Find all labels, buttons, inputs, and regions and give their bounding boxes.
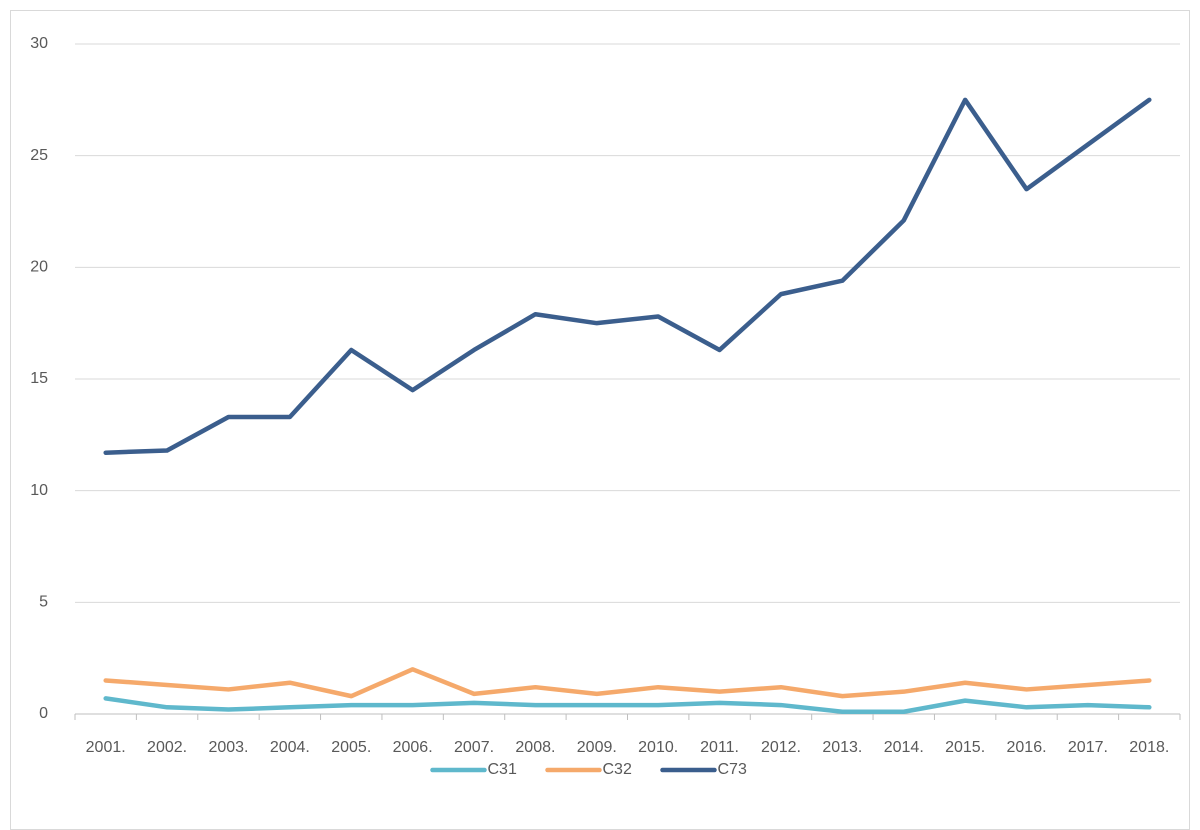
x-tick-label: 2012. (761, 739, 801, 756)
x-tick-label: 2014. (884, 739, 924, 756)
series-line (103, 97, 1152, 455)
y-tick-label: 0 (39, 705, 48, 722)
y-tick-label: 30 (30, 35, 48, 52)
series-line (103, 667, 1152, 699)
x-tick-label: 2009. (577, 739, 617, 756)
legend-label: C32 (603, 761, 632, 778)
x-tick-label: 2008. (515, 739, 555, 756)
x-tick-label: 2005. (331, 739, 371, 756)
series-line (103, 696, 1152, 715)
x-tick-label: 2001. (86, 739, 126, 756)
x-tick-label: 2003. (208, 739, 248, 756)
y-tick-label: 25 (30, 147, 48, 164)
legend-label: C73 (718, 761, 747, 778)
x-tick-label: 2007. (454, 739, 494, 756)
x-tick-label: 2006. (393, 739, 433, 756)
x-tick-label: 2016. (1007, 739, 1047, 756)
legend-label: C31 (488, 761, 517, 778)
y-tick-label: 10 (30, 482, 48, 499)
x-tick-label: 2002. (147, 739, 187, 756)
y-tick-label: 5 (39, 594, 48, 611)
x-tick-label: 2013. (822, 739, 862, 756)
x-tick-label: 2010. (638, 739, 678, 756)
x-tick-label: 2017. (1068, 739, 1108, 756)
x-tick-label: 2015. (945, 739, 985, 756)
x-tick-label: 2011. (700, 739, 739, 756)
y-tick-label: 20 (30, 259, 48, 276)
x-tick-label: 2018. (1129, 739, 1169, 756)
x-tick-label: 2004. (270, 739, 310, 756)
y-tick-label: 15 (30, 370, 48, 387)
